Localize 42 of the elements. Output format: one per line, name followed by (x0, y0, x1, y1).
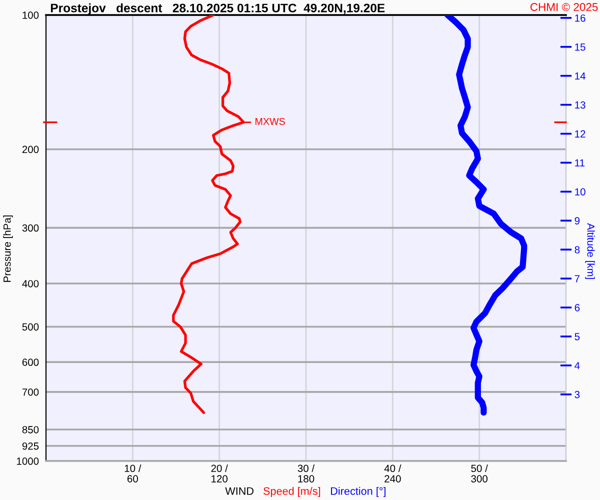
annotation: MXWS (256, 118, 285, 125)
text: Speed [m/s] (263, 486, 320, 498)
x-tick-label: 40 / (384, 464, 402, 472)
y2-tick-label: 16 (575, 14, 586, 22)
y-tick-label: 925 (22, 442, 39, 450)
y2-tick-label: 5 (574, 333, 580, 340)
x-tick-label: 20 / (211, 464, 228, 472)
x-tick-label: 50 / (471, 464, 488, 472)
y2-tick-label: 9 (574, 217, 580, 224)
y-tick-label: 500 (22, 323, 39, 331)
y2-tick-label: 3 (574, 390, 580, 398)
y2-tick-label: 15 (575, 44, 586, 51)
y-tick-label: 600 (22, 358, 39, 366)
x2-tick-label: 60 (127, 475, 138, 482)
x2-tick-label: 300 (471, 475, 488, 482)
text: CHMI © 2025 (530, 3, 598, 12)
y-tick-label: 700 (22, 388, 39, 396)
y2-tick-label: 10 (575, 188, 586, 196)
y2-tick-label: 8 (574, 246, 580, 254)
y2-tick-label: 12 (575, 130, 586, 138)
y-tick-label: 100 (22, 12, 39, 19)
y-axis-title: Pressure [hPa] (3, 215, 13, 282)
y2-tick-label: 11 (575, 159, 585, 166)
x2-tick-label: 120 (212, 475, 228, 482)
y-tick-label: 200 (22, 146, 39, 154)
y-tick-label: 850 (22, 426, 39, 434)
text: Direction [°] (331, 486, 386, 498)
x-tick-label: 30 / (298, 464, 315, 472)
y-tick-label: 300 (22, 224, 39, 232)
y2-tick-label: 7 (574, 275, 580, 282)
x-axis-title: WIND (225, 487, 254, 495)
y-tick-label: 1000 (16, 458, 39, 465)
y2-tick-label: 14 (575, 72, 586, 80)
y2-axis-title: Altitude [km] (585, 223, 595, 279)
y2-tick-label: 4 (574, 362, 580, 370)
y2-tick-label: 6 (574, 304, 580, 312)
chart-title: Prostejov descent 28.10.2025 01:15 UTC 49.20N,19.20E (50, 3, 385, 15)
x2-tick-label: 240 (384, 475, 401, 482)
y2-tick-label: 13 (575, 101, 586, 109)
y-tick-label: 400 (22, 280, 39, 288)
x-tick-label: 10 / (124, 464, 142, 472)
x2-tick-label: 180 (298, 475, 314, 482)
